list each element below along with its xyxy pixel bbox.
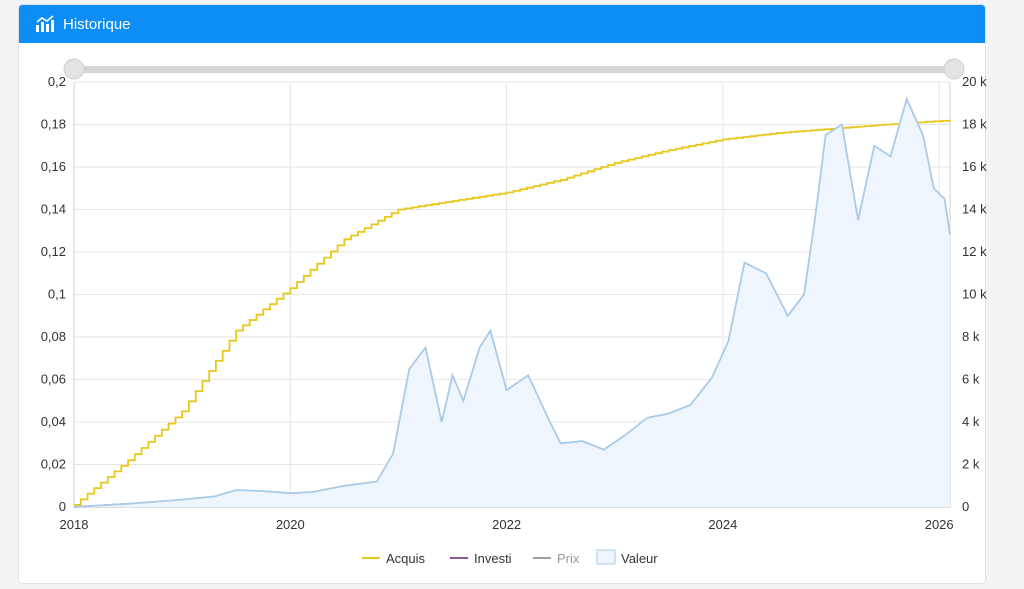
y-right-tick-label: 18 k <box>962 117 987 132</box>
series-acquis-line <box>74 119 951 506</box>
y-right-tick-label: 14 k <box>962 202 987 217</box>
legend-valeur-swatch[interactable] <box>596 549 616 565</box>
y-left-tick-label: 0 <box>59 499 66 514</box>
x-tick-label: 2018 <box>60 517 89 532</box>
range-slider-left-handle[interactable] <box>63 58 85 80</box>
x-tick-label: 2026 <box>925 517 954 532</box>
y-left-tick-label: 0,06 <box>41 372 66 387</box>
y-left-tick-label: 0,04 <box>41 414 66 429</box>
y-left-tick-label: 0,2 <box>48 74 66 89</box>
y-left-tick-label: 0,12 <box>41 244 66 259</box>
y-right-tick-label: 8 k <box>962 329 980 344</box>
y-right-tick-label: 20 k <box>962 74 987 89</box>
y-left-tick-label: 0,14 <box>41 202 66 217</box>
panel-title: Historique <box>63 15 131 33</box>
legend-prix-label[interactable]: Prix <box>557 551 580 566</box>
y-left-tick-label: 0,02 <box>41 457 66 472</box>
panel-header: Historique <box>19 5 985 43</box>
y-right-tick-label: 2 k <box>962 457 980 472</box>
y-left-tick-label: 0,16 <box>41 159 66 174</box>
range-slider-track[interactable] <box>74 66 950 73</box>
y-right-tick-label: 16 k <box>962 159 987 174</box>
legend-acquis-label[interactable]: Acquis <box>386 551 426 566</box>
series-valeur-area <box>74 99 950 507</box>
y-left-tick-label: 0,08 <box>41 329 66 344</box>
y-right-tick-label: 10 k <box>962 287 987 302</box>
y-right-tick-label: 6 k <box>962 372 980 387</box>
y-left-tick-label: 0,18 <box>41 117 66 132</box>
y-right-tick-label: 12 k <box>962 244 987 259</box>
y-right-tick-label: 0 <box>962 499 969 514</box>
legend-investi-label[interactable]: Investi <box>474 551 512 566</box>
series-valeur-line <box>73 96 951 508</box>
y-right-tick-label: 4 k <box>962 414 980 429</box>
chart-bars-icon <box>35 15 55 33</box>
range-slider-right-handle[interactable] <box>943 58 965 80</box>
x-tick-label: 2022 <box>492 517 521 532</box>
x-tick-label: 2024 <box>708 517 737 532</box>
y-left-tick-label: 0,1 <box>48 287 66 302</box>
x-tick-label: 2020 <box>276 517 305 532</box>
legend-valeur-label[interactable]: Valeur <box>621 551 658 566</box>
